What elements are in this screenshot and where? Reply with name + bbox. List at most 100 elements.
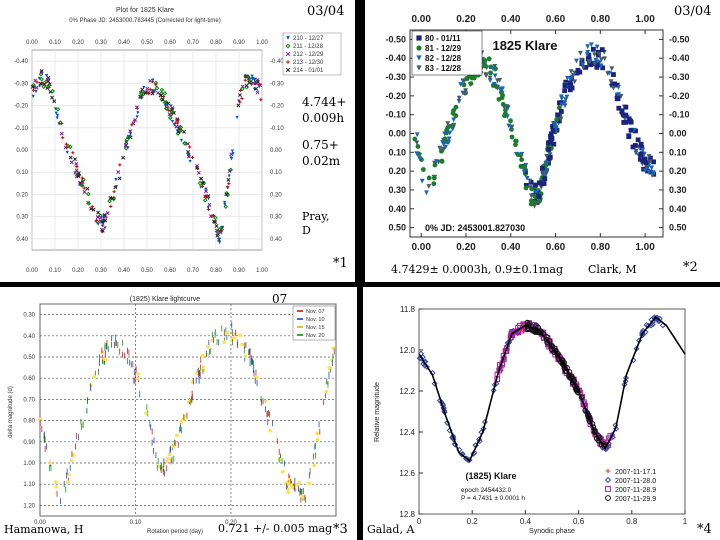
y-tick-label-right: 0.30 bbox=[669, 185, 687, 195]
data-point bbox=[412, 136, 418, 142]
data-point bbox=[453, 113, 459, 119]
legend-label: Nov. 15 bbox=[306, 325, 325, 331]
data-point bbox=[584, 52, 590, 58]
y-tick-label: 0.50 bbox=[23, 355, 35, 361]
x-tick-label-bottom: 0.50 bbox=[141, 268, 153, 274]
legend-symbol bbox=[605, 486, 611, 492]
data-point bbox=[527, 178, 533, 184]
data-point bbox=[521, 169, 527, 175]
data-point bbox=[65, 150, 69, 155]
data-point bbox=[31, 88, 36, 92]
data-point bbox=[263, 399, 268, 403]
data-point bbox=[327, 366, 331, 370]
y-tick-label-right: -0.30 bbox=[669, 72, 690, 82]
data-point bbox=[610, 81, 615, 87]
data-point bbox=[648, 155, 653, 161]
data-point bbox=[86, 191, 91, 197]
data-point bbox=[71, 151, 75, 155]
amplitude-error-note: 0.02m bbox=[302, 154, 341, 168]
data-point bbox=[257, 85, 261, 89]
data-point bbox=[206, 344, 210, 349]
data-point bbox=[503, 107, 508, 113]
data-point bbox=[150, 91, 155, 96]
data-point bbox=[488, 70, 493, 76]
data-point bbox=[648, 169, 654, 175]
x-tick-label-bottom: 0.40 bbox=[118, 268, 130, 274]
data-point bbox=[100, 228, 105, 233]
data-point bbox=[580, 65, 586, 71]
data-point bbox=[451, 122, 457, 128]
data-point bbox=[519, 151, 525, 157]
data-point bbox=[55, 113, 60, 118]
data-point bbox=[174, 121, 178, 125]
data-point bbox=[82, 189, 87, 194]
data-point bbox=[76, 171, 81, 175]
data-point bbox=[79, 183, 85, 188]
data-point bbox=[570, 74, 575, 80]
legend-label: 214 - 01/01 bbox=[293, 68, 324, 74]
data-point bbox=[95, 215, 100, 220]
data-point bbox=[586, 52, 592, 58]
data-point bbox=[41, 84, 46, 90]
data-point bbox=[439, 159, 445, 164]
data-point bbox=[284, 481, 288, 485]
data-point bbox=[214, 223, 219, 228]
data-point bbox=[47, 82, 52, 87]
data-point bbox=[128, 129, 133, 134]
period-label: P = 4.7431 ± 0.0001 h bbox=[461, 495, 525, 502]
observer-note: Galad, A bbox=[367, 523, 415, 536]
data-point bbox=[551, 141, 557, 147]
data-point bbox=[277, 457, 282, 462]
data-point bbox=[600, 65, 606, 71]
data-point bbox=[182, 140, 187, 146]
data-point bbox=[609, 66, 615, 72]
data-point bbox=[619, 108, 625, 114]
x-tick-label-top: 0.50 bbox=[141, 40, 153, 46]
data-point bbox=[53, 480, 58, 484]
data-point bbox=[528, 185, 533, 190]
data-point bbox=[133, 117, 138, 122]
data-point bbox=[482, 63, 488, 69]
data-point bbox=[235, 115, 239, 120]
data-point bbox=[74, 162, 79, 166]
data-point bbox=[558, 109, 564, 114]
data-point bbox=[55, 116, 59, 120]
x-tick-label-bottom: 1.00 bbox=[635, 242, 655, 253]
chart-svg-hamanowa: 0.30 0.40 0.50 0.60 0.70 0.80 0.90 1.00 1.10 1.20… bbox=[8, 296, 337, 535]
data-point bbox=[78, 180, 83, 185]
data-point bbox=[414, 140, 420, 146]
data-point bbox=[639, 332, 646, 339]
data-point bbox=[329, 358, 334, 362]
y-tick-label-left: 0.00 bbox=[16, 148, 28, 154]
data-point bbox=[68, 155, 73, 160]
data-point bbox=[153, 89, 157, 93]
data-point bbox=[331, 346, 336, 350]
data-point bbox=[598, 63, 604, 69]
x-tick-label-bottom: 0.00 bbox=[411, 242, 431, 253]
data-point bbox=[569, 85, 575, 91]
corner-date: 03/04 bbox=[307, 4, 345, 19]
data-point bbox=[286, 487, 290, 492]
data-point bbox=[104, 215, 108, 219]
data-point bbox=[443, 144, 449, 150]
data-point bbox=[565, 75, 570, 81]
legend-label: Nov. 10 bbox=[306, 317, 325, 323]
y-tick-label-left: 0.10 bbox=[388, 147, 406, 157]
amplitude-note: 0.721 +/- 0.005 mag bbox=[218, 522, 333, 535]
data-point bbox=[142, 85, 146, 90]
data-point bbox=[536, 194, 542, 199]
x-tick-label-bottom: 0.20 bbox=[72, 268, 84, 274]
data-point bbox=[286, 490, 291, 495]
x-tick-label-top: 1.00 bbox=[256, 40, 268, 46]
data-point bbox=[417, 156, 422, 161]
legend-symbol bbox=[285, 67, 291, 73]
x-tick-label-top: 0.20 bbox=[72, 40, 84, 46]
data-point bbox=[227, 182, 231, 186]
data-point bbox=[487, 75, 493, 81]
data-point bbox=[562, 100, 568, 106]
data-point bbox=[237, 99, 241, 103]
x-tick-label-bottom: 0.70 bbox=[187, 268, 199, 274]
data-point bbox=[164, 106, 169, 111]
data-point bbox=[563, 79, 569, 85]
observer-initial-note: D bbox=[302, 224, 311, 237]
